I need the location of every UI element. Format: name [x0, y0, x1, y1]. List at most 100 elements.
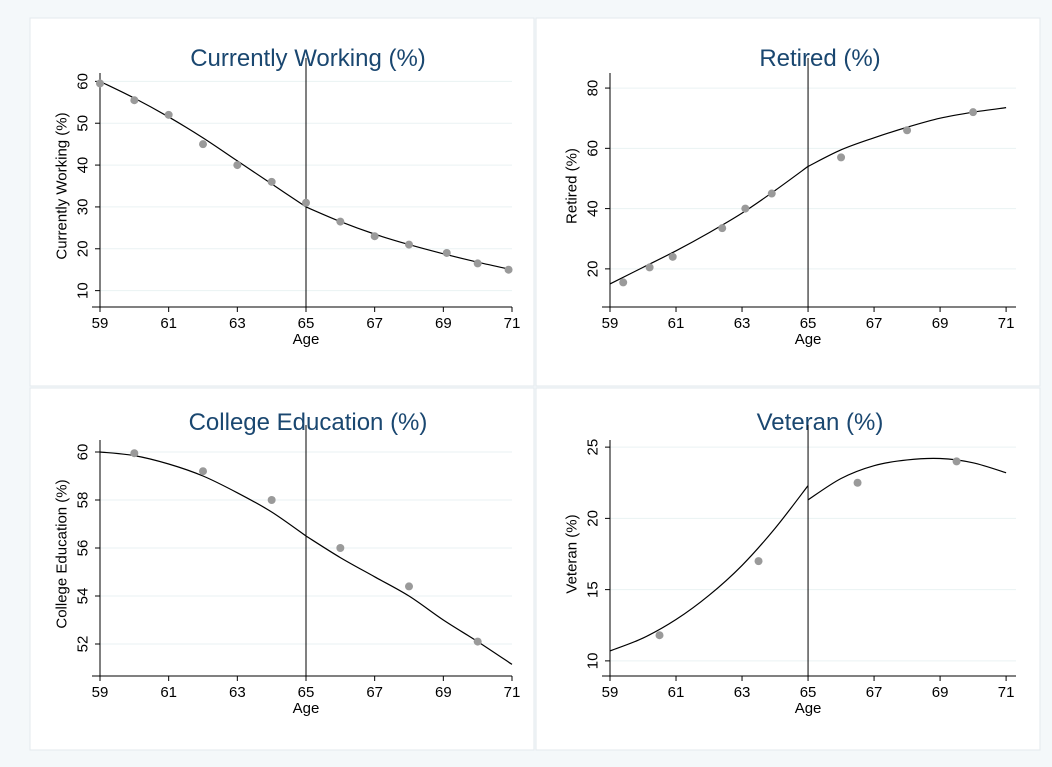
y-tick-label: 10	[585, 653, 602, 670]
y-axis-label: Retired (%)	[564, 148, 581, 224]
y-tick-label: 25	[585, 439, 602, 456]
x-tick-label: 65	[298, 684, 315, 701]
y-tick-label: 15	[585, 581, 602, 598]
data-point	[130, 449, 139, 458]
x-tick-label: 65	[800, 315, 817, 332]
x-tick-label: 71	[504, 315, 521, 332]
panel-background	[535, 17, 1041, 387]
fit-line-right	[807, 457, 1007, 501]
x-tick-label: 67	[866, 684, 883, 701]
data-point	[370, 232, 379, 241]
plot-area: 20 40 60 80 59 61 63 65 67 69 71 Age Retired (%)	[564, 58, 1016, 348]
y-tick-label: 10	[75, 282, 92, 299]
x-tick-label: 69	[435, 315, 452, 332]
data-point	[336, 544, 345, 552]
data-point	[405, 582, 413, 591]
y-tick-label: 58	[75, 492, 92, 509]
fit-line-left	[609, 485, 809, 652]
data-point	[302, 198, 310, 207]
y-tick-label: 20	[585, 510, 602, 527]
x-tick-label: 63	[734, 315, 751, 332]
x-tick-label: 61	[668, 684, 685, 701]
y-axis-label: Veteran (%)	[564, 514, 581, 593]
data-point	[952, 457, 961, 466]
x-tick-label: 71	[504, 684, 521, 701]
fit-line-left	[609, 165, 809, 285]
y-tick-label: 20	[75, 240, 92, 257]
data-point	[504, 265, 513, 274]
x-tick-label: 65	[800, 684, 817, 701]
data-point	[199, 467, 207, 476]
y-axis-label: Currently Working (%)	[54, 112, 71, 259]
x-tick-label: 61	[668, 315, 685, 332]
panel-college-education: College Education (%) 52 54 56 58 60 59 61 63 65…	[29, 387, 535, 751]
plot-area: 52 54 56 58 60 59 61 63 65 67 69 71 Age College Educa…	[54, 425, 521, 717]
data-point	[741, 204, 750, 213]
x-tick-label: 61	[160, 684, 177, 701]
panel-title: College Education (%)	[189, 409, 428, 436]
data-point	[473, 259, 482, 268]
data-point	[754, 557, 763, 566]
x-tick-label: 65	[298, 315, 315, 332]
data-point	[233, 161, 242, 170]
y-tick-label: 52	[75, 636, 92, 653]
data-point	[164, 110, 173, 119]
y-tick-label: 40	[75, 157, 92, 174]
y-tick-label: 60	[75, 73, 92, 90]
x-tick-label: 71	[998, 315, 1015, 332]
x-tick-label: 63	[734, 684, 751, 701]
x-tick-label: 61	[160, 315, 177, 332]
x-tick-label: 59	[92, 684, 109, 701]
panel-title: Veteran (%)	[757, 409, 884, 436]
plot-area: 10 15 20 25 59 61 63 65 67 69 71 Age Veteran (%)	[564, 425, 1016, 717]
panel-title: Currently Working (%)	[190, 45, 426, 72]
x-tick-label: 63	[229, 684, 246, 701]
data-point	[130, 96, 139, 105]
data-point	[668, 252, 677, 261]
data-point	[199, 140, 207, 149]
data-point	[619, 278, 628, 287]
data-point	[267, 177, 276, 186]
x-tick-label: 67	[366, 684, 383, 701]
x-tick-label: 71	[998, 684, 1015, 701]
data-point	[718, 224, 727, 233]
x-tick-label: 69	[932, 684, 949, 701]
data-point	[442, 248, 451, 257]
data-point	[853, 478, 862, 487]
data-point	[767, 189, 776, 198]
data-point	[645, 263, 654, 272]
x-tick-label: 59	[602, 684, 619, 701]
y-tick-label: 60	[75, 444, 92, 461]
y-tick-label: 20	[585, 261, 602, 278]
panel-background	[29, 17, 535, 387]
y-axis-label: College Education (%)	[54, 479, 71, 628]
data-point	[655, 631, 664, 640]
data-point	[405, 240, 413, 249]
panel-retired: Retired (%) 20 40 60 80 59 61 63 65 67 69 71 Age Ret…	[535, 17, 1041, 387]
x-tick-label: 63	[229, 315, 246, 332]
x-axis-label: Age	[293, 331, 320, 348]
y-tick-label: 54	[75, 588, 92, 605]
data-point	[267, 496, 276, 504]
y-tick-label: 50	[75, 115, 92, 132]
x-tick-label: 69	[435, 684, 452, 701]
panel-background	[29, 387, 535, 751]
x-axis-label: Age	[795, 331, 822, 348]
y-tick-label: 56	[75, 540, 92, 557]
y-tick-label: 30	[75, 199, 92, 216]
x-tick-label: 69	[932, 315, 949, 332]
y-tick-label: 80	[585, 80, 602, 97]
panel-background	[535, 387, 1041, 751]
x-axis-label: Age	[795, 700, 822, 717]
data-point	[903, 126, 912, 135]
y-tick-label: 40	[585, 200, 602, 217]
x-tick-label: 59	[602, 315, 619, 332]
x-axis-label: Age	[293, 700, 320, 717]
data-point	[96, 79, 104, 88]
data-point	[969, 108, 978, 117]
panel-title: Retired (%)	[759, 45, 880, 72]
y-tick-label: 60	[585, 140, 602, 157]
plot-area: 10 20 30 40 50 60 59 61 63 65 67 69 71 Age Currently W…	[54, 58, 521, 348]
panel-currently-working: Currently Working (%) 10 20 30 40 50 60 59 61 63…	[29, 17, 535, 387]
